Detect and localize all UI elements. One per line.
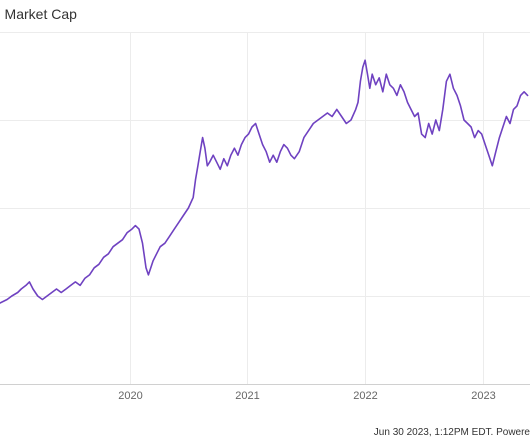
chart-title: ) Market Cap — [0, 6, 77, 22]
gridlines — [0, 32, 530, 385]
series-layer — [0, 59, 529, 304]
x-tick-label-2022: 2022 — [353, 390, 377, 402]
series-line-0 — [0, 59, 529, 304]
x-tick-label-2023: 2023 — [471, 390, 495, 402]
x-tick-label-2020: 2020 — [118, 390, 142, 402]
x-tick-label-2021: 2021 — [235, 390, 259, 402]
footer-credit: Jun 30 2023, 1:12PM EDT. Powere — [373, 427, 530, 438]
x-axis: 2020 2021 2022 2023 — [118, 390, 495, 402]
